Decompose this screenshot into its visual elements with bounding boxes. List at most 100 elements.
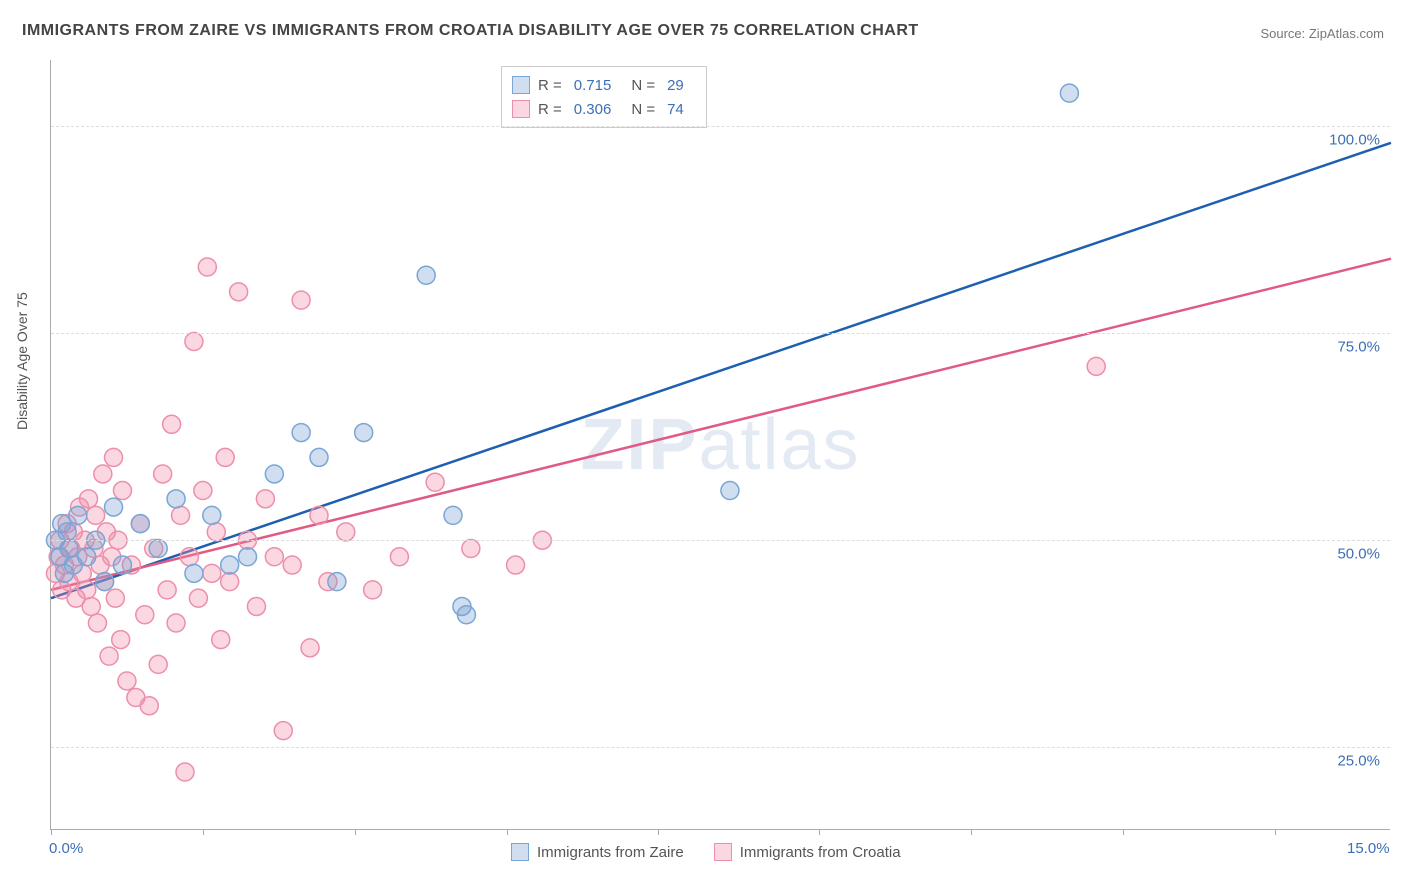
source-attribution: Source: ZipAtlas.com	[1260, 26, 1384, 41]
data-point	[274, 722, 292, 740]
plot-area: ZIPatlas R = 0.715 N = 29 R = 0.306 N = …	[50, 60, 1390, 830]
data-point	[328, 573, 346, 591]
gridline	[51, 126, 1390, 127]
data-point	[149, 539, 167, 557]
x-tick	[51, 829, 52, 835]
data-point	[337, 523, 355, 541]
data-point	[265, 548, 283, 566]
x-tick-label: 15.0%	[1347, 840, 1390, 857]
data-point	[221, 556, 239, 574]
x-tick	[971, 829, 972, 835]
data-point	[189, 589, 207, 607]
data-point	[310, 506, 328, 524]
series-legend: Immigrants from Zaire Immigrants from Cr…	[511, 843, 901, 861]
data-point	[94, 465, 112, 483]
data-point	[158, 581, 176, 599]
data-point	[355, 424, 373, 442]
legend-label-croatia: Immigrants from Croatia	[740, 844, 901, 861]
data-point	[462, 539, 480, 557]
y-tick-label: 75.0%	[1337, 339, 1380, 356]
chart-title: IMMIGRANTS FROM ZAIRE VS IMMIGRANTS FROM…	[22, 22, 919, 40]
data-point	[221, 573, 239, 591]
y-tick-label: 50.0%	[1337, 546, 1380, 563]
data-point	[194, 482, 212, 500]
data-point	[100, 647, 118, 665]
data-point	[163, 415, 181, 433]
data-point	[113, 556, 131, 574]
data-point	[140, 697, 158, 715]
x-tick	[1275, 829, 1276, 835]
data-point	[507, 556, 525, 574]
trend-line	[51, 143, 1391, 598]
data-point	[247, 597, 265, 615]
y-axis-label: Disability Age Over 75	[14, 292, 30, 430]
data-point	[185, 564, 203, 582]
data-point	[1060, 84, 1078, 102]
data-point	[256, 490, 274, 508]
x-tick	[203, 829, 204, 835]
data-point	[239, 548, 257, 566]
data-point	[1087, 357, 1105, 375]
data-point	[78, 548, 96, 566]
data-point	[426, 473, 444, 491]
gridline	[51, 747, 1390, 748]
data-point	[207, 523, 225, 541]
data-point	[292, 424, 310, 442]
x-tick	[355, 829, 356, 835]
data-point	[310, 448, 328, 466]
data-point	[69, 506, 87, 524]
data-point	[390, 548, 408, 566]
data-point	[203, 506, 221, 524]
data-point	[185, 333, 203, 351]
data-point	[203, 564, 221, 582]
data-point	[105, 448, 123, 466]
data-point	[60, 539, 78, 557]
data-point	[105, 498, 123, 516]
legend-item-croatia: Immigrants from Croatia	[714, 843, 901, 861]
legend-label-zaire: Immigrants from Zaire	[537, 844, 684, 861]
data-point	[180, 548, 198, 566]
swatch-croatia	[714, 843, 732, 861]
data-point	[88, 614, 106, 632]
x-tick	[1123, 829, 1124, 835]
data-point	[96, 573, 114, 591]
data-point	[154, 465, 172, 483]
data-point	[113, 482, 131, 500]
data-point	[167, 614, 185, 632]
data-point	[112, 631, 130, 649]
data-point	[721, 482, 739, 500]
data-point	[364, 581, 382, 599]
data-point	[167, 490, 185, 508]
data-point	[149, 655, 167, 673]
data-point	[265, 465, 283, 483]
chart-svg	[51, 60, 1390, 829]
data-point	[198, 258, 216, 276]
x-tick	[819, 829, 820, 835]
x-tick	[658, 829, 659, 835]
data-point	[172, 506, 190, 524]
data-point	[301, 639, 319, 657]
x-tick-label: 0.0%	[49, 840, 83, 857]
gridline	[51, 333, 1390, 334]
data-point	[444, 506, 462, 524]
data-point	[283, 556, 301, 574]
data-point	[230, 283, 248, 301]
data-point	[417, 266, 435, 284]
data-point	[82, 597, 100, 615]
swatch-zaire	[511, 843, 529, 861]
x-tick	[507, 829, 508, 835]
data-point	[216, 448, 234, 466]
data-point	[176, 763, 194, 781]
data-point	[106, 589, 124, 607]
data-point	[292, 291, 310, 309]
data-point	[457, 606, 475, 624]
gridline	[51, 540, 1390, 541]
legend-item-zaire: Immigrants from Zaire	[511, 843, 684, 861]
data-point	[212, 631, 230, 649]
data-point	[78, 581, 96, 599]
data-point	[118, 672, 136, 690]
y-tick-label: 100.0%	[1329, 132, 1380, 149]
y-tick-label: 25.0%	[1337, 753, 1380, 770]
data-point	[131, 515, 149, 533]
data-point	[87, 506, 105, 524]
